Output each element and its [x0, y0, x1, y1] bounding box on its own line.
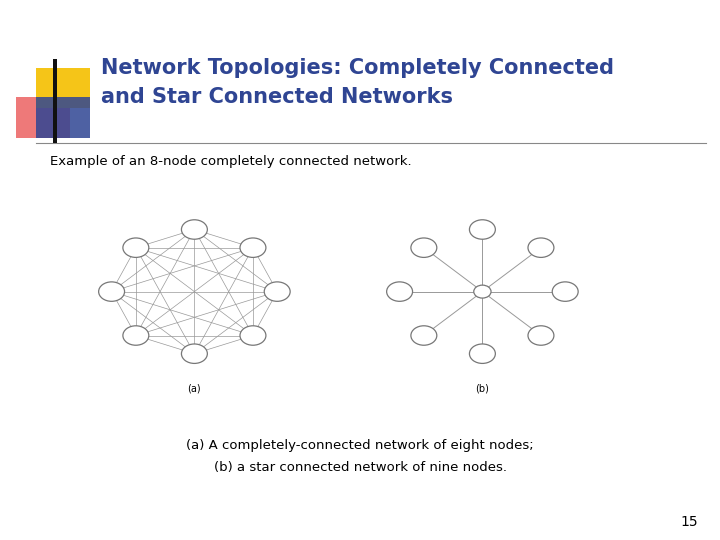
Text: 15: 15	[681, 515, 698, 529]
Bar	[53, 59, 57, 143]
Circle shape	[240, 238, 266, 258]
Circle shape	[240, 326, 266, 345]
Circle shape	[528, 238, 554, 258]
Circle shape	[123, 326, 149, 345]
Circle shape	[469, 220, 495, 239]
Circle shape	[528, 326, 554, 345]
Circle shape	[411, 326, 437, 345]
Text: Network Topologies: Completely Connected: Network Topologies: Completely Connected	[101, 57, 613, 78]
Circle shape	[387, 282, 413, 301]
Circle shape	[264, 282, 290, 301]
Text: (b) a star connected network of nine nodes.: (b) a star connected network of nine nod…	[214, 461, 506, 474]
Circle shape	[123, 238, 149, 258]
Circle shape	[181, 344, 207, 363]
Circle shape	[552, 282, 578, 301]
Text: (b): (b)	[475, 384, 490, 394]
Circle shape	[181, 220, 207, 239]
Circle shape	[474, 285, 491, 298]
Circle shape	[99, 282, 125, 301]
Circle shape	[411, 238, 437, 258]
FancyBboxPatch shape	[16, 97, 70, 138]
FancyBboxPatch shape	[36, 97, 90, 138]
Text: (a) A completely-connected network of eight nodes;: (a) A completely-connected network of ei…	[186, 439, 534, 452]
FancyBboxPatch shape	[36, 68, 90, 108]
Circle shape	[469, 344, 495, 363]
Text: (a): (a)	[188, 384, 201, 394]
Text: and Star Connected Networks: and Star Connected Networks	[101, 87, 453, 107]
Text: Example of an 8-node completely connected network.: Example of an 8-node completely connecte…	[50, 156, 412, 168]
